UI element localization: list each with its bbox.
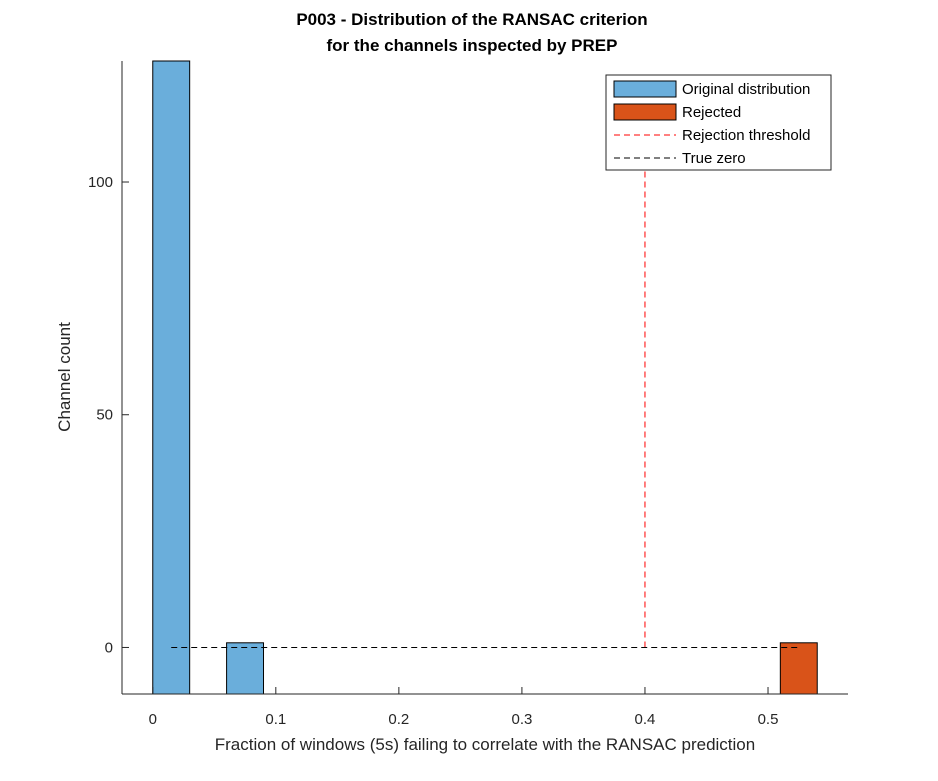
x-tick-label: 0.2 xyxy=(388,711,409,728)
reference-lines-layer xyxy=(171,163,799,648)
plot-area: 0 0.1 0.2 0.3 0.4 0.5 0 50 100 xyxy=(88,60,848,728)
x-tick-label: 0 xyxy=(149,711,157,728)
legend-rejected-swatch xyxy=(613,103,677,121)
legend-original-label: Original distribution xyxy=(682,81,810,98)
chart-title: P003 - Distribution of the RANSAC criter… xyxy=(296,10,647,55)
y-axis-label: Channel count xyxy=(55,322,74,432)
legend-original-swatch xyxy=(613,80,677,98)
y-tick-label: 0 xyxy=(105,639,113,656)
bar-original-1 xyxy=(226,642,265,695)
legend-true-zero-label: True zero xyxy=(682,150,746,167)
chart-title-line-2: for the channels inspected by PREP xyxy=(327,36,618,55)
legend-rejection-threshold-label: Rejection threshold xyxy=(682,127,810,144)
axes-layer: 0 0.1 0.2 0.3 0.4 0.5 0 50 100 xyxy=(88,61,848,728)
bar-original-0 xyxy=(152,60,191,695)
x-tick-label: 0.5 xyxy=(758,711,779,728)
chart-title-line-1: P003 - Distribution of the RANSAC criter… xyxy=(296,10,647,29)
y-tick-label: 100 xyxy=(88,174,113,191)
x-tick-label: 0.4 xyxy=(635,711,656,728)
x-axis-label: Fraction of windows (5s) failing to corr… xyxy=(215,735,755,754)
y-tick-label: 50 xyxy=(96,407,113,424)
bar-rejected-0 xyxy=(779,642,818,695)
legend-rejected-label: Rejected xyxy=(682,104,741,121)
bars-layer xyxy=(152,60,818,695)
legend: Original distribution Rejected Rejection t… xyxy=(605,74,832,171)
x-tick-label: 0.3 xyxy=(511,711,532,728)
x-tick-label: 0.1 xyxy=(265,711,286,728)
